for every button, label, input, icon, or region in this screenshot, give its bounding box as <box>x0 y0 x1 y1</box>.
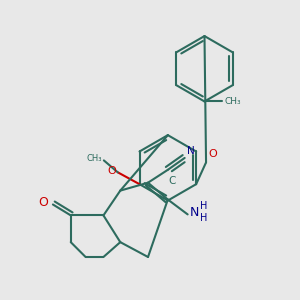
Text: N: N <box>190 206 199 219</box>
Text: C: C <box>169 176 176 186</box>
Text: O: O <box>107 166 116 176</box>
Text: O: O <box>38 196 48 209</box>
Text: O: O <box>208 149 217 159</box>
Text: CH₃: CH₃ <box>86 154 102 163</box>
Text: H: H <box>200 213 207 224</box>
Text: N: N <box>187 146 194 156</box>
Text: H: H <box>200 202 207 212</box>
Text: CH₃: CH₃ <box>224 97 241 106</box>
